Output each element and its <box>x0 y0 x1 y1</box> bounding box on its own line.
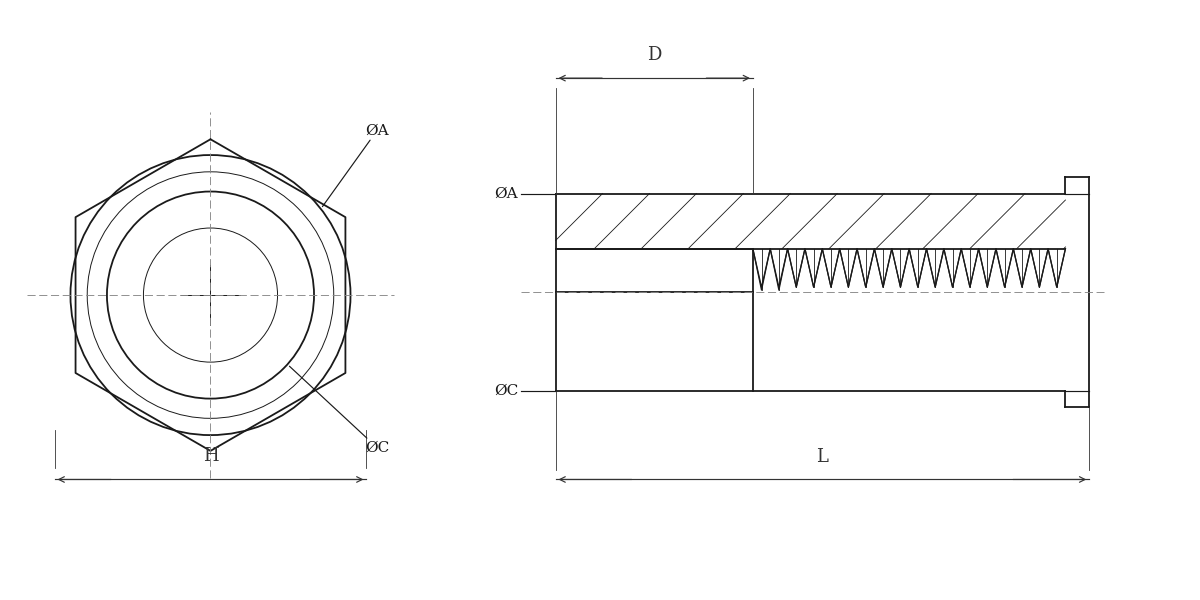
Text: H: H <box>203 446 218 464</box>
Text: D: D <box>647 46 661 64</box>
Text: L: L <box>816 448 828 466</box>
Text: ØA: ØA <box>323 124 389 206</box>
Text: ØC: ØC <box>494 384 518 398</box>
Text: ØA: ØA <box>494 187 518 200</box>
Text: ØC: ØC <box>289 366 390 455</box>
